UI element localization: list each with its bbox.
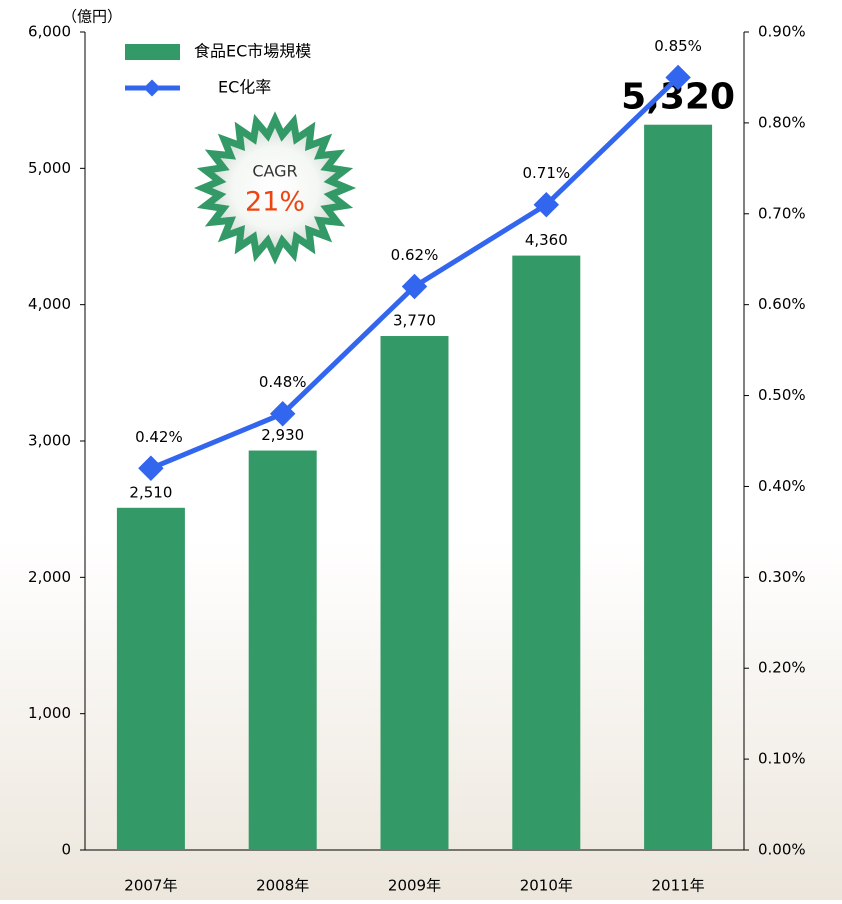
legend-label: 食品EC市場規模 <box>194 42 311 61</box>
cagr-badge <box>193 111 357 265</box>
bar-value-label: 4,360 <box>525 231 568 249</box>
bar-value-label: 2,510 <box>129 483 172 501</box>
y2-tick-label: 0.60% <box>758 295 806 313</box>
bar <box>248 450 317 850</box>
bar <box>380 336 449 851</box>
x-tick-label: 2010年 <box>520 877 573 895</box>
line-value-label: 0.48% <box>259 373 307 391</box>
x-tick-label: 2007年 <box>124 877 177 895</box>
bar-value-label: 2,930 <box>261 426 304 444</box>
line-marker <box>401 273 428 300</box>
y2-tick-label: 0.90% <box>758 23 806 41</box>
cagr-value: 21% <box>245 187 305 218</box>
x-tick-label: 2008年 <box>256 877 309 895</box>
y-axis-unit: （億円） <box>62 8 122 26</box>
y-tick-label: 6,000 <box>28 23 71 41</box>
y-tick-label: 1,000 <box>28 704 71 722</box>
legend-label: EC化率 <box>218 78 271 97</box>
line-value-label: 0.42% <box>135 428 183 446</box>
bar <box>644 124 713 850</box>
legend-swatch <box>143 79 161 97</box>
bar <box>116 507 185 850</box>
y-tick-label: 3,000 <box>28 432 71 450</box>
line-value-label: 0.62% <box>391 246 439 264</box>
y2-tick-label: 0.30% <box>758 568 806 586</box>
line-marker <box>269 401 296 427</box>
y-tick-label: 5,000 <box>28 159 71 177</box>
y2-tick-label: 0.20% <box>758 659 806 677</box>
y2-tick-label: 0.50% <box>758 386 806 404</box>
line-marker <box>138 455 164 481</box>
y2-tick-label: 0.70% <box>758 204 806 222</box>
x-tick-label: 2009年 <box>388 877 441 895</box>
line-marker <box>533 191 560 218</box>
legend-swatch <box>125 44 180 60</box>
y-tick-label: 4,000 <box>28 295 71 313</box>
y2-tick-label: 0.40% <box>758 477 806 495</box>
y2-tick-label: 0.10% <box>758 750 806 768</box>
y2-tick-label: 0.80% <box>758 113 806 131</box>
line-value-label: 0.85% <box>654 37 702 55</box>
bar <box>512 255 581 850</box>
bar-value-label: 3,770 <box>393 312 436 330</box>
cagr-title: CAGR <box>252 162 297 181</box>
y2-tick-label: 0.00% <box>758 841 806 859</box>
y-tick-label: 0 <box>61 841 71 859</box>
x-tick-label: 2011年 <box>652 877 705 895</box>
line-marker <box>665 64 691 91</box>
y-tick-label: 2,000 <box>28 568 71 586</box>
line-value-label: 0.71% <box>522 164 570 182</box>
